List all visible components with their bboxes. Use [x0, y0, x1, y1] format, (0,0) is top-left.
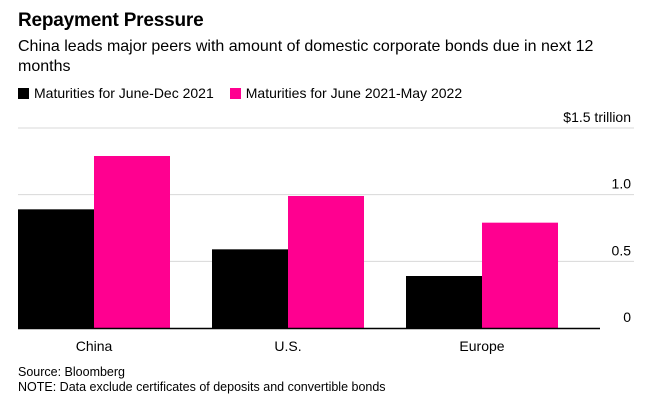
bar-china-series-2 [94, 156, 170, 328]
bar-us-series-2 [288, 196, 364, 328]
y-tick-label-0: 0 [623, 309, 631, 325]
bar-china-series-1 [18, 209, 94, 328]
y-tick-label-1: 0.5 [612, 242, 632, 258]
x-tick-label-china: China [76, 338, 113, 354]
legend-item-series-2: Maturities for June 2021-May 2022 [229, 85, 463, 101]
chart-title: Repayment Pressure [18, 10, 204, 31]
legend-item-series-1: Maturities for June-Dec 2021 [18, 85, 214, 101]
bar-europe-series-2 [482, 222, 558, 328]
chart-source: Source: Bloomberg NOTE: Data exclude cer… [18, 365, 386, 394]
legend-label-series-1: Maturities for June-Dec 2021 [34, 85, 214, 101]
x-tick-label-europe: Europe [459, 338, 504, 354]
legend-label-series-2: Maturities for June 2021-May 2022 [245, 85, 463, 101]
legend-swatch-series-1 [18, 87, 29, 99]
bar-europe-series-1 [406, 276, 482, 328]
x-tick-label-us: U.S. [274, 338, 301, 354]
note-text: NOTE: Data exclude certificates of depos… [18, 379, 386, 394]
bar-us-series-1 [212, 249, 288, 328]
chart-subtitle: China leads major peers with amount of d… [18, 38, 594, 75]
source-text: Source: Bloomberg [18, 365, 126, 379]
y-tick-label-3: $1.5 trillion [563, 109, 631, 125]
legend-swatch-series-2 [229, 87, 241, 99]
legend: Maturities for June-Dec 2021 Maturities … [18, 85, 478, 101]
y-tick-label-2: 1.0 [612, 176, 632, 192]
